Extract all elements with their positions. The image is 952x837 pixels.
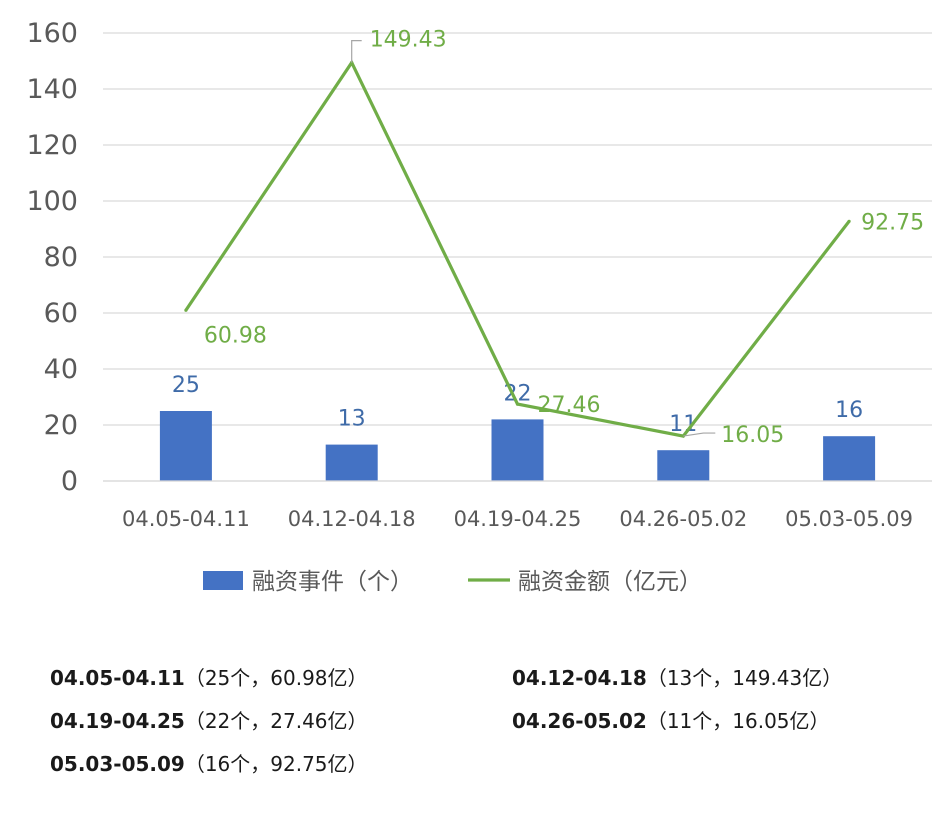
y-tick-label: 20 <box>44 410 78 441</box>
x-tick-label: 05.03-05.09 <box>785 507 913 531</box>
leader-line <box>683 432 716 437</box>
line-point <box>515 402 520 406</box>
line-point <box>847 219 851 223</box>
line-data-label: 149.43 <box>370 28 447 53</box>
leader-line <box>351 39 362 63</box>
bar-data-label: 13 <box>338 407 366 432</box>
grid-lines <box>103 32 932 482</box>
y-tick-label: 160 <box>26 18 78 49</box>
y-tick-label: 100 <box>26 186 78 217</box>
y-tick-label: 120 <box>26 130 78 161</box>
summary-item: 04.19-04.25（22个，27.46亿） <box>50 705 368 734</box>
legend-bar-label: 融资事件（个） <box>252 569 413 595</box>
bar-data-label: 16 <box>835 398 863 423</box>
summary-period: 04.05-04.11 <box>50 666 185 690</box>
line-data-label: 92.75 <box>861 210 924 235</box>
y-axis: 0 20 40 60 80 100 120 140 160 <box>26 18 78 497</box>
bar <box>491 419 544 481</box>
line-series: 60.98 149.43 27.46 16.05 92.75 <box>184 28 924 448</box>
x-tick-label: 04.19-04.25 <box>454 507 582 531</box>
y-tick-label: 80 <box>44 242 78 273</box>
line-data-label: 16.05 <box>721 423 784 448</box>
summary-period: 04.12-04.18 <box>512 666 647 690</box>
summary-period: 05.03-05.09 <box>50 752 185 776</box>
summary-detail: （22个，27.46亿） <box>184 709 368 733</box>
bar <box>823 436 876 481</box>
y-tick-label: 0 <box>61 466 78 497</box>
summary-item: 04.12-04.18（13个，149.43亿） <box>512 662 842 691</box>
line-data-label: 27.46 <box>538 393 601 418</box>
x-tick-label: 04.05-04.11 <box>122 507 250 531</box>
line-data-label: 60.98 <box>204 323 267 348</box>
summary-detail: （25个，60.98亿） <box>184 666 368 690</box>
summary-item: 04.26-05.02（11个，16.05亿） <box>512 705 830 734</box>
x-tick-label: 04.12-04.18 <box>288 507 416 531</box>
summary-item: 05.03-05.09（16个，92.75亿） <box>50 748 368 777</box>
summary-detail: （16个，92.75亿） <box>184 752 368 776</box>
bar <box>159 411 212 481</box>
summary-period: 04.19-04.25 <box>50 709 185 733</box>
line-point <box>184 308 188 312</box>
legend-bar-swatch <box>203 571 243 590</box>
summary-detail: （13个，149.43亿） <box>646 666 843 690</box>
y-tick-label: 60 <box>44 298 78 329</box>
line-path <box>184 59 851 438</box>
summary-detail: （11个，16.05亿） <box>646 709 830 733</box>
x-tick-label: 04.26-05.02 <box>619 507 747 531</box>
summary-item: 04.05-04.11（25个，60.98亿） <box>50 662 368 691</box>
summary-period: 04.26-05.02 <box>512 709 647 733</box>
y-tick-label: 40 <box>44 354 78 385</box>
y-tick-label: 140 <box>26 74 78 105</box>
bar-data-label: 25 <box>172 373 200 398</box>
x-axis: 04.05-04.11 04.12-04.18 04.19-04.25 04.26-0… <box>103 480 932 531</box>
bar <box>325 444 378 481</box>
legend: 融资事件（个） 融资金额（亿元） <box>203 569 702 595</box>
bar <box>657 450 710 481</box>
legend-line-label: 融资金额（亿元） <box>518 569 702 595</box>
